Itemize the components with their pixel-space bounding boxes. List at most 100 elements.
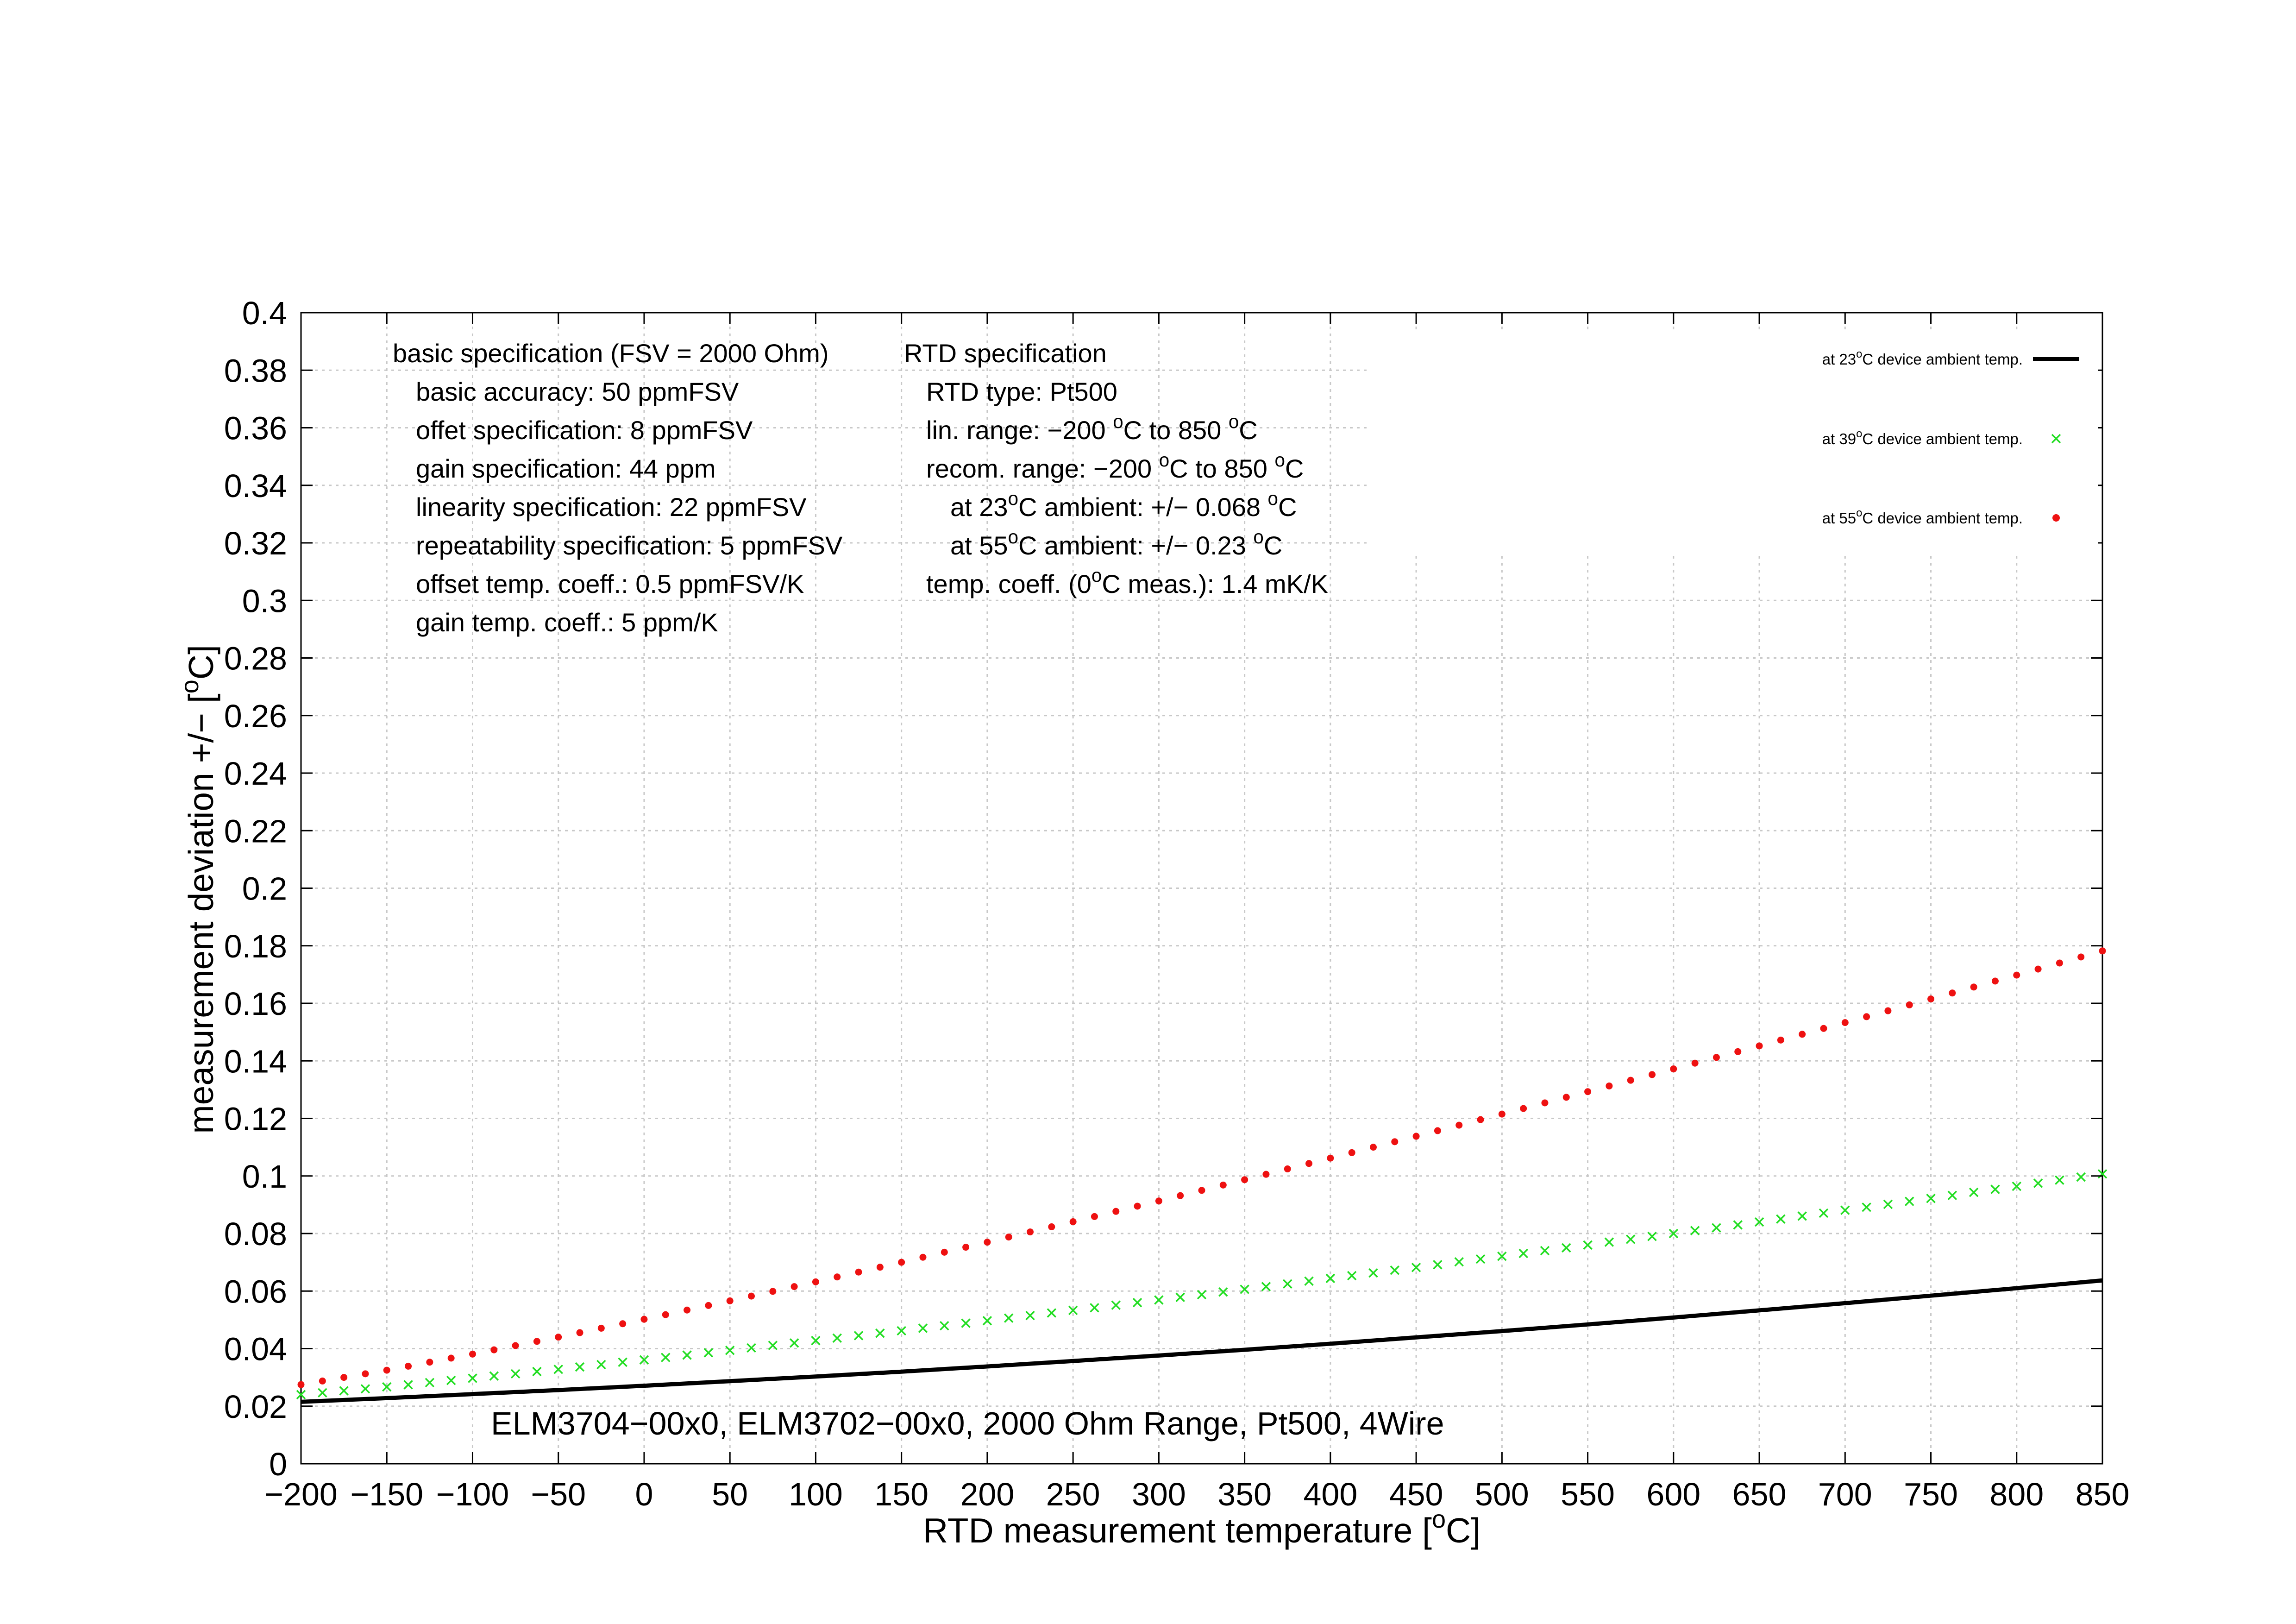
- data-point: [1497, 1251, 1507, 1261]
- data-point: [1411, 1263, 1421, 1272]
- data-point: [1240, 1284, 1249, 1294]
- data-point: [1797, 1211, 1807, 1221]
- data-point: [1047, 1308, 1057, 1318]
- legend-x-swatch: [2051, 434, 2061, 444]
- data-point: [1906, 1001, 1913, 1008]
- y-tick-label: 0.22: [224, 813, 287, 849]
- data-point: [1819, 1208, 1829, 1218]
- rtd-spec-line: lin. range: −200 oC to 850 oC: [926, 411, 1258, 445]
- data-point: [1883, 1199, 1893, 1209]
- x-tick-label: 50: [712, 1476, 748, 1512]
- data-point: [1090, 1303, 1099, 1313]
- y-axis-label: measurement deviation +/− [oC]: [176, 645, 220, 1134]
- data-point: [1134, 1202, 1141, 1210]
- data-point: [1840, 1205, 1850, 1215]
- data-point: [1947, 1190, 1957, 1200]
- data-point: [811, 1335, 821, 1346]
- data-point: [489, 1371, 499, 1381]
- data-point: [490, 1346, 498, 1353]
- data-point: [1261, 1282, 1271, 1291]
- basic-spec-line: gain temp. coeff.: 5 ppm/K: [416, 608, 718, 637]
- data-point: [682, 1350, 692, 1360]
- data-point: [383, 1366, 390, 1374]
- data-point: [918, 1323, 928, 1333]
- data-point: [1990, 1184, 2000, 1194]
- data-point: [919, 1253, 927, 1261]
- data-point: [1368, 1268, 1378, 1278]
- data-point: [297, 1381, 305, 1388]
- legend-box: [1371, 334, 2098, 554]
- data-point: [705, 1302, 712, 1309]
- data-point: [1197, 1290, 1207, 1300]
- data-point: [1518, 1248, 1528, 1259]
- x-tick-label: 0: [635, 1476, 653, 1512]
- data-point: [425, 1378, 435, 1388]
- ticks: −200 −150 −100 −50 0 50 100 150 200 250 300 350 400 4…: [224, 295, 2130, 1512]
- data-point: [405, 1362, 412, 1370]
- data-point: [1391, 1138, 1399, 1146]
- data-point: [640, 1316, 648, 1323]
- x-tick-label: 500: [1475, 1476, 1529, 1512]
- data-point: [747, 1343, 756, 1353]
- data-point: [789, 1338, 799, 1348]
- y-tick-label: 0.4: [242, 295, 287, 331]
- data-point: [1025, 1310, 1035, 1321]
- x-tick-label: −150: [350, 1476, 423, 1512]
- basic-spec-line: linearity specification: 22 ppmFSV: [416, 492, 807, 522]
- data-point: [834, 1273, 841, 1281]
- data-point: [1776, 1214, 1786, 1224]
- data-point: [1091, 1213, 1098, 1220]
- data-point: [1475, 1254, 1486, 1264]
- data-point: [596, 1360, 606, 1370]
- data-point: [618, 1357, 627, 1367]
- data-point: [1027, 1228, 1034, 1236]
- data-point: [1004, 1313, 1014, 1323]
- data-point: [1325, 1273, 1336, 1284]
- data-point: [1862, 1202, 1871, 1212]
- data-point: [1541, 1099, 1549, 1107]
- x-tick-label: 550: [1561, 1476, 1615, 1512]
- data-point: [1068, 1305, 1078, 1316]
- data-point: [360, 1384, 370, 1394]
- legend: at 23oC device ambient temp. at 39oC devi…: [1371, 334, 2098, 554]
- data-point: [426, 1359, 433, 1366]
- data-point: [403, 1380, 413, 1390]
- data-point: [1884, 1007, 1892, 1014]
- legend-dot-swatch: [2052, 514, 2060, 522]
- data-point: [2097, 1169, 2108, 1179]
- y-tick-label: 0.06: [224, 1273, 287, 1309]
- data-point: [318, 1388, 327, 1397]
- x-tick-label: 250: [1046, 1476, 1100, 1512]
- data-point: [319, 1377, 326, 1385]
- rtd-spec-line: at 55oC ambient: +/− 0.23 oC: [950, 526, 1282, 560]
- data-point: [855, 1268, 862, 1276]
- rtd-spec-line: RTD specification: [904, 339, 1107, 368]
- data-point: [1005, 1234, 1012, 1241]
- data-point: [1154, 1295, 1164, 1305]
- data-point: [812, 1278, 819, 1285]
- data-point: [533, 1338, 540, 1345]
- y-tick-label: 0.28: [224, 641, 287, 677]
- data-point: [469, 1350, 476, 1358]
- data-point: [962, 1244, 970, 1251]
- data-point: [1305, 1160, 1313, 1167]
- y-tick-label: 0.08: [224, 1216, 287, 1252]
- rtd-spec-line: at 23oC ambient: +/− 0.068 oC: [950, 488, 1297, 522]
- basic-spec-line: gain specification: 44 ppm: [416, 454, 716, 483]
- x-tick-label: 200: [960, 1476, 1015, 1512]
- data-point: [1604, 1237, 1614, 1247]
- data-point: [1583, 1240, 1593, 1250]
- data-point: [2077, 953, 2085, 961]
- data-point: [1434, 1127, 1441, 1134]
- data-point: [898, 1259, 905, 1266]
- rtd-spec-line: RTD type: Pt500: [926, 377, 1117, 406]
- data-point: [684, 1306, 691, 1314]
- x-tick-label: −200: [264, 1476, 338, 1512]
- data-point: [1241, 1176, 1248, 1183]
- data-point: [1970, 983, 1977, 991]
- x-tick-label: 800: [1989, 1476, 2044, 1512]
- data-point: [1048, 1223, 1055, 1231]
- x-tick-label: 300: [1132, 1476, 1186, 1512]
- data-point: [1949, 989, 1956, 997]
- series-1: [301, 1278, 2103, 1404]
